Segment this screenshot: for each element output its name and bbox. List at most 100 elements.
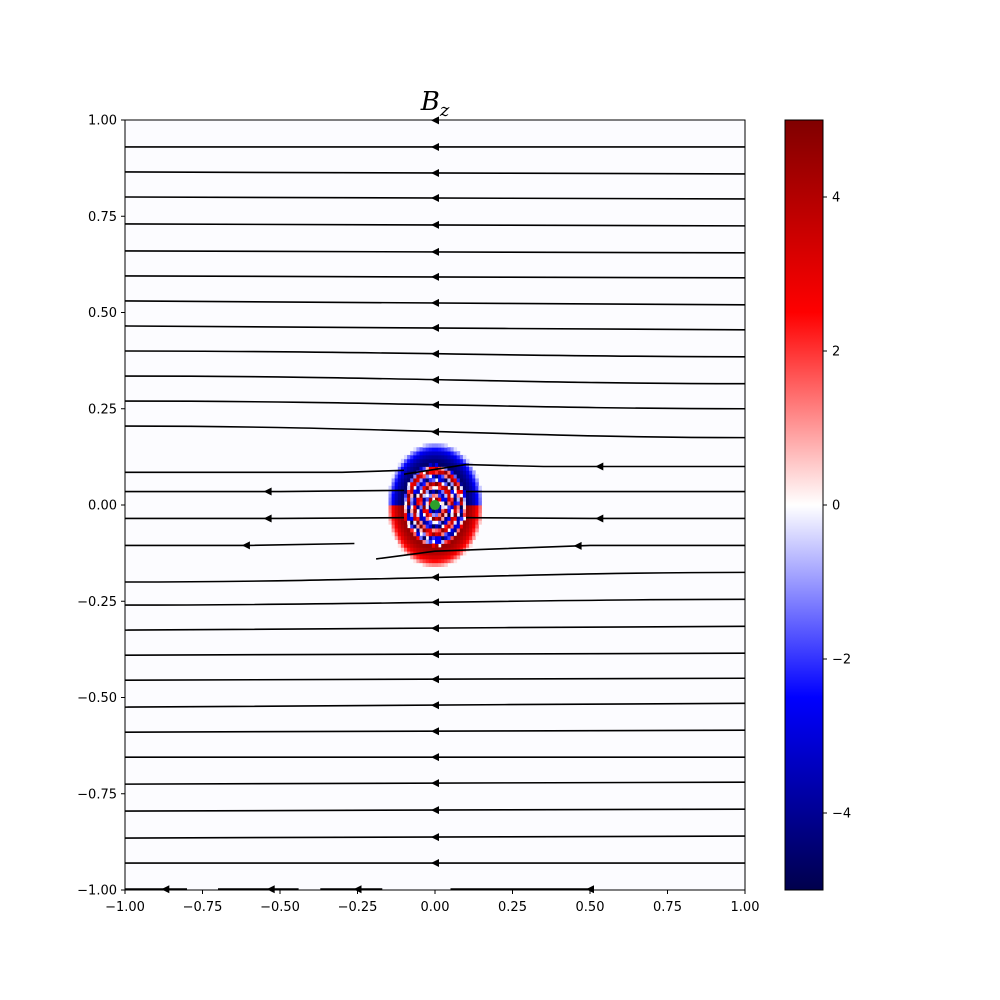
heatmap-cell <box>416 539 420 544</box>
heatmap-cell <box>397 539 402 544</box>
stream-arrow <box>431 247 439 256</box>
heatmap-cell <box>447 481 451 487</box>
heatmap-cell <box>466 481 470 487</box>
heatmap-cell <box>413 555 417 560</box>
heatmap-cell <box>404 535 408 541</box>
heatmap-cell <box>444 551 448 556</box>
heatmap-cell <box>410 497 414 502</box>
heatmap-cell <box>453 478 458 483</box>
heatmap-cell <box>419 497 423 502</box>
heatmap-cell <box>444 508 448 514</box>
heatmap-cell <box>462 535 467 541</box>
heatmap-cell <box>419 505 423 510</box>
heatmap-cell <box>453 551 458 556</box>
stream-arrow <box>353 885 362 894</box>
heatmap-cell <box>450 505 454 510</box>
y-axis: 1.00 0.75 0.50 0.25 0.00 −0.25 −0.50 −0.75 −1.00 <box>77 114 125 899</box>
heatmap-cell <box>444 489 448 494</box>
heatmap-cell <box>472 470 476 475</box>
streamline <box>125 652 745 656</box>
heatmap-cell <box>422 493 427 498</box>
heatmap-cell <box>404 493 408 498</box>
heatmap-cell <box>425 512 430 517</box>
heatmap-cell <box>404 512 408 517</box>
heatmap-cell <box>416 528 420 533</box>
heatmap-cell <box>400 508 405 514</box>
heatmap-cell <box>431 493 436 498</box>
heatmap-cell <box>462 520 467 525</box>
heatmap-cell <box>444 485 448 490</box>
heatmap-cell <box>431 516 436 521</box>
heatmap-cell <box>431 531 436 537</box>
stream-arrow <box>431 779 439 788</box>
heatmap-cell <box>419 543 423 548</box>
heatmap-cell <box>419 481 423 487</box>
heatmap-cell <box>453 528 458 533</box>
heatmap-cell <box>462 543 467 548</box>
heatmap-cell <box>441 470 445 475</box>
heatmap-cell <box>447 512 451 517</box>
heatmap-cell <box>456 470 461 475</box>
heatmap-cell <box>450 555 454 560</box>
stream-arrow <box>431 833 439 842</box>
heatmap-cell <box>419 451 423 456</box>
heatmap-cell <box>422 481 427 487</box>
heatmap-cell <box>416 524 420 529</box>
heatmap-cell <box>413 493 417 498</box>
heatmap-cell <box>447 466 451 471</box>
heatmap-cell <box>475 531 479 537</box>
stream-arrow <box>431 375 439 384</box>
heatmap-cell <box>400 481 405 487</box>
heatmap-cell <box>404 531 408 537</box>
heatmap-cell <box>438 470 442 475</box>
streamline <box>125 781 745 785</box>
heatmap-cell <box>469 535 473 541</box>
heatmap-cell <box>453 451 458 456</box>
heatmap-cell <box>388 520 392 525</box>
heatmap-cell <box>441 512 445 517</box>
heatmap-cell <box>444 497 448 502</box>
heatmap-cell <box>435 543 439 548</box>
heatmap-cell <box>425 451 430 456</box>
heatmap-cell <box>428 539 433 544</box>
heatmap-cell <box>400 458 405 464</box>
heatmap-cell <box>431 489 436 494</box>
heatmap-cell <box>447 474 451 479</box>
heatmap-cell <box>431 562 436 567</box>
heatmap-cell <box>413 558 417 564</box>
streamline <box>125 250 745 254</box>
heatmap-cell <box>450 531 454 537</box>
heatmap-cell <box>453 516 458 521</box>
heatmap-cell <box>394 535 399 541</box>
heatmap-cell <box>459 528 464 533</box>
heatmap-cell <box>447 458 451 464</box>
heatmap-cell <box>431 451 436 456</box>
heatmap-cell <box>428 458 433 464</box>
heatmap-cell <box>397 462 402 467</box>
heatmap-cell <box>450 474 454 479</box>
heatmap-cell <box>435 531 439 537</box>
heatmap-cell <box>472 528 476 533</box>
stream-arrow <box>431 727 439 736</box>
heatmap-cell <box>425 558 430 564</box>
heatmap-cell <box>438 520 442 525</box>
heatmap-cell <box>441 458 445 464</box>
y-tick-label: 0.00 <box>88 499 117 514</box>
heatmap-cell <box>416 462 420 467</box>
heatmap-cell <box>459 501 464 506</box>
heatmap-cell <box>472 508 476 514</box>
heatmap-cell <box>397 501 402 506</box>
heatmap-cell <box>466 543 470 548</box>
heatmap-cell <box>444 558 448 564</box>
heatmap-cell <box>447 535 451 541</box>
heatmap-cell <box>438 474 442 479</box>
heatmap-cell <box>475 524 479 529</box>
heatmap-cell <box>422 555 427 560</box>
heatmap-cell <box>459 531 464 537</box>
heatmap-cell <box>422 474 427 479</box>
heatmap-cell <box>438 528 442 533</box>
x-tick-label: 0.25 <box>498 900 527 915</box>
heatmap-cell <box>431 512 436 517</box>
heatmap-cell <box>410 478 414 483</box>
